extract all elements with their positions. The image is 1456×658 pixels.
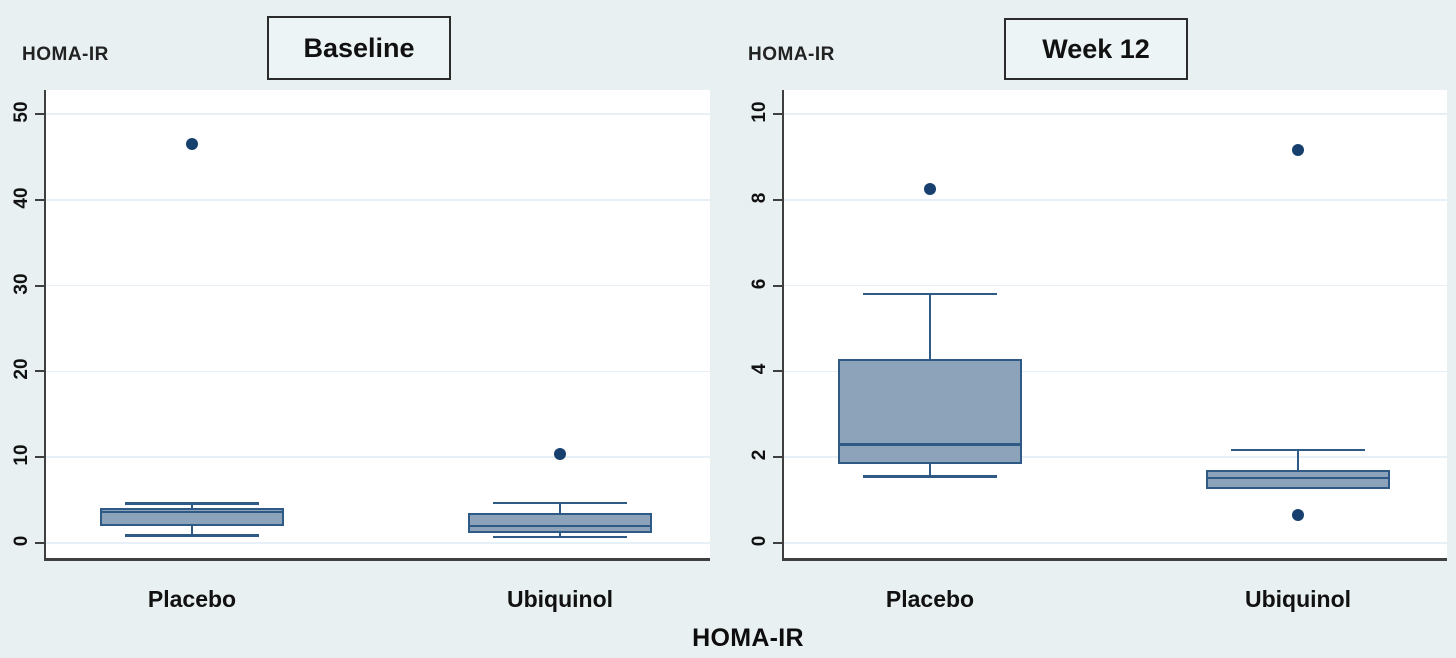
panel-title-baseline: Baseline <box>267 16 451 80</box>
upper-whisker-cap-ubiquinol <box>1231 448 1365 452</box>
iqr-box-placebo <box>838 358 1022 464</box>
outlier-dot-ubiquinol-0 <box>1292 144 1304 157</box>
outlier-dot-placebo-0 <box>186 138 198 151</box>
y-tick-0 <box>35 542 44 544</box>
lower-whisker-cap-placebo <box>125 534 259 537</box>
gridline-30 <box>46 284 710 287</box>
panel-title-baseline-text: Baseline <box>303 32 415 63</box>
gridline-20 <box>46 370 710 373</box>
y-tick-8 <box>773 198 782 201</box>
gridline-6 <box>784 284 1447 287</box>
y-tick-4 <box>773 370 782 373</box>
y-tick-label-40: 40 <box>11 187 32 209</box>
x-category-label-placebo: Placebo <box>147 586 237 612</box>
y-tick-label-0: 0 <box>749 535 770 547</box>
median-line-ubiquinol <box>468 524 652 528</box>
gridline-0 <box>784 542 1447 544</box>
y-tick-label-50: 50 <box>11 101 32 123</box>
y-tick-20 <box>35 370 44 373</box>
lower-whisker-cap-ubiquinol <box>493 535 627 539</box>
upper-whisker-cap-ubiquinol <box>493 501 627 505</box>
iqr-box-ubiquinol <box>1206 470 1390 489</box>
y-tick-label-30: 30 <box>11 273 32 295</box>
x-category-label-ubiquinol: Ubiquinol <box>506 586 614 612</box>
outlier-dot-ubiquinol-1 <box>1292 509 1304 522</box>
upper-whisker-placebo <box>191 503 193 508</box>
y-axis-title-week12: HOMA-IR <box>748 44 835 65</box>
gridline-50 <box>46 113 710 115</box>
y-tick-10 <box>773 113 782 115</box>
lower-whisker-placebo <box>191 525 193 536</box>
gridline-10 <box>784 113 1447 115</box>
y-tick-label-0: 0 <box>11 535 32 547</box>
plot-area-week12: 0 2 4 6 8 10 Placebo Ubiquinol <box>749 90 1447 612</box>
median-line-placebo <box>100 510 284 514</box>
y-axis-title-baseline: HOMA-IR <box>22 44 109 65</box>
upper-whisker-cap-placebo <box>125 502 259 505</box>
upper-whisker-ubiquinol <box>559 503 561 513</box>
median-line-placebo <box>838 443 1022 446</box>
y-tick-label-2: 2 <box>749 449 770 461</box>
panel-title-week12-text: Week 12 <box>1042 33 1150 64</box>
y-tick-10 <box>35 456 44 459</box>
panel-title-week12: Week 12 <box>1004 18 1188 80</box>
upper-whisker-cap-placebo <box>863 292 997 296</box>
median-line-ubiquinol <box>1206 476 1390 480</box>
y-tick-label-6: 6 <box>749 278 770 289</box>
y-tick-label-8: 8 <box>749 192 770 204</box>
y-tick-label-10: 10 <box>11 444 32 466</box>
upper-whisker-ubiquinol <box>1297 449 1299 471</box>
lower-whisker-cap-placebo <box>863 475 997 478</box>
y-tick-0 <box>773 542 782 544</box>
outlier-dot-ubiquinol-0 <box>554 447 566 460</box>
iqr-box-ubiquinol <box>468 512 652 533</box>
lower-whisker-placebo <box>929 463 931 477</box>
y-tick-label-10: 10 <box>749 101 770 123</box>
gridline-2 <box>784 456 1447 458</box>
shared-x-axis-title: HOMA-IR <box>692 624 804 652</box>
gridline-10 <box>46 456 710 458</box>
y-tick-30 <box>35 284 44 287</box>
y-tick-6 <box>773 284 782 287</box>
plot-area-baseline: 0 10 20 30 40 50 Placebo Ubiquinol <box>11 90 710 612</box>
gridline-0 <box>46 542 710 544</box>
gridline-4 <box>784 370 1447 373</box>
y-tick-2 <box>773 456 782 459</box>
gridline-40 <box>46 199 710 201</box>
y-tick-50 <box>35 113 44 115</box>
lower-whisker-ubiquinol <box>559 532 561 537</box>
outlier-dot-placebo-0 <box>924 183 936 196</box>
gridline-8 <box>784 199 1447 201</box>
x-category-label-ubiquinol: Ubiquinol <box>1244 586 1352 612</box>
x-category-label-placebo: Placebo <box>885 586 975 612</box>
y-tick-label-4: 4 <box>749 364 770 375</box>
y-tick-40 <box>35 198 44 201</box>
y-tick-label-20: 20 <box>11 358 32 380</box>
upper-whisker-placebo <box>929 294 931 359</box>
